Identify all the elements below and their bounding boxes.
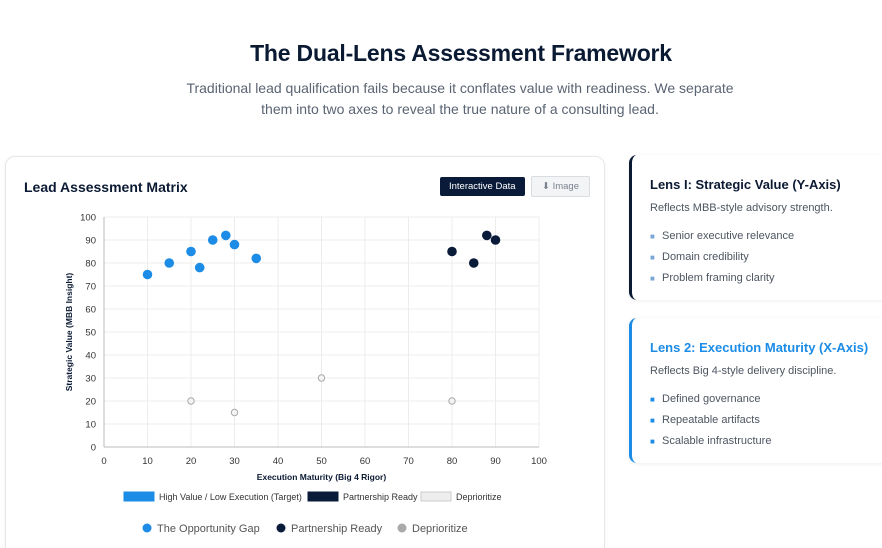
data-point-opportunity-gap — [251, 253, 262, 264]
x-tick-label: 30 — [229, 456, 240, 467]
list-item: ■ Defined governance — [650, 389, 771, 410]
legend-swatch — [420, 491, 452, 502]
legend-label: Deprioritize — [456, 492, 502, 502]
y-tick-label: 70 — [85, 282, 96, 293]
square-bullet-icon: ■ — [650, 395, 655, 404]
y-tick-label: 100 — [80, 213, 96, 224]
x-tick-label: 20 — [186, 456, 197, 467]
y-tick-label: 0 — [91, 443, 96, 454]
list-item: ■ Senior executive relevance — [650, 226, 794, 247]
data-point-opportunity-gap — [229, 239, 240, 250]
lens-2-card: Lens 2: Execution Maturity (X-Axis) Refl… — [629, 318, 882, 463]
legend-series-name: Partnership Ready — [291, 523, 383, 535]
lens-1-title: Lens I: Strategic Value (Y-Axis) — [650, 177, 841, 192]
page-title: The Dual-Lens Assessment Framework — [250, 40, 672, 66]
x-tick-label: 90 — [490, 456, 501, 467]
legend-swatch — [123, 491, 155, 502]
y-tick-label: 30 — [85, 374, 96, 385]
y-tick-label: 90 — [85, 236, 96, 247]
square-bullet-icon: ■ — [650, 437, 655, 446]
chart-card: 0 10 20 30 40 50 60 70 80 90 100 0 10 20 30 40 50 60 70 80 9… — [5, 156, 605, 548]
square-bullet-icon: ■ — [650, 253, 655, 262]
lens-2-title: Lens 2: Execution Maturity (X-Axis) — [650, 340, 869, 355]
data-point-opportunity-gap — [186, 246, 196, 257]
x-axis-title: Execution Maturity (Big 4 Rigor) — [257, 472, 387, 482]
x-tick-label: 100 — [531, 456, 547, 467]
data-point-partnership-ready — [447, 246, 457, 257]
list-item: ■ Problem framing clarity — [650, 268, 794, 289]
legend-dot — [397, 523, 407, 533]
chart-svg: 0 10 20 30 40 50 60 70 80 90 100 0 10 20 30 40 50 60 70 80 9… — [64, 213, 547, 536]
legend-dot — [142, 523, 152, 533]
data-point-partnership-ready — [490, 235, 501, 245]
list-item: ■ Domain credibility — [650, 247, 794, 268]
x-tick-label: 80 — [447, 456, 458, 467]
square-bullet-icon: ■ — [650, 274, 655, 283]
data-point-partnership-ready — [468, 258, 479, 268]
data-point-deprioritize — [448, 397, 456, 405]
list-item: ■ Scalable infrastructure — [650, 431, 771, 452]
y-tick-label: 80 — [85, 259, 96, 270]
y-tick-label: 20 — [85, 397, 96, 408]
lens-1-list: ■ Senior executive relevance ■ Domain cred… — [650, 226, 794, 289]
legend-label: High Value / Low Execution (Target) — [159, 492, 302, 502]
chart-card-title: Lead Assessment Matrix — [24, 179, 188, 195]
data-point-opportunity-gap — [221, 230, 231, 241]
y-tick-label: 60 — [85, 305, 96, 316]
legend-label: Partnership Ready — [343, 492, 418, 502]
list-item: ■ Repeatable artifacts — [650, 410, 771, 431]
lens-1-description: Reflects MBB-style advisory strength. — [650, 202, 833, 214]
data-point-deprioritize — [317, 374, 326, 382]
legend-series-name: The Opportunity Gap — [157, 523, 260, 535]
x-tick-label: 50 — [316, 456, 327, 467]
y-tick-label: 10 — [85, 420, 96, 431]
lens-2-list: ■ Defined governance ■ Repeatable artifact… — [650, 389, 771, 452]
lens-1-card: Lens I: Strategic Value (Y-Axis) Reflect… — [629, 155, 882, 300]
legend-swatch — [307, 491, 339, 502]
lens-2-description: Reflects Big 4-style delivery discipline… — [650, 365, 837, 377]
square-bullet-icon: ■ — [650, 232, 655, 241]
x-tick-label: 0 — [101, 456, 106, 467]
x-tick-label: 10 — [142, 456, 153, 467]
legend-dot — [276, 523, 286, 533]
x-tick-label: 40 — [273, 456, 284, 467]
data-point-deprioritize — [187, 397, 195, 405]
data-point-opportunity-gap — [194, 262, 205, 273]
y-tick-label: 50 — [85, 328, 96, 339]
download-image-button[interactable]: ⬇ Image — [531, 176, 591, 197]
y-axis-title: Strategic Value (MBB Insight) — [64, 273, 74, 392]
data-point-opportunity-gap — [207, 235, 218, 245]
square-bullet-icon: ■ — [650, 416, 655, 425]
interactive-data-button[interactable]: Interactive Data — [440, 177, 525, 196]
data-point-opportunity-gap — [142, 269, 153, 280]
page-subtitle: Traditional lead qualification fails bec… — [186, 80, 734, 117]
legend-series-name: Deprioritize — [412, 523, 468, 535]
x-tick-label: 60 — [360, 456, 371, 467]
data-point-partnership-ready — [482, 230, 492, 241]
x-tick-label: 70 — [403, 456, 414, 467]
data-point-deprioritize — [230, 408, 239, 417]
data-point-opportunity-gap — [164, 258, 175, 268]
y-tick-label: 40 — [85, 351, 96, 362]
